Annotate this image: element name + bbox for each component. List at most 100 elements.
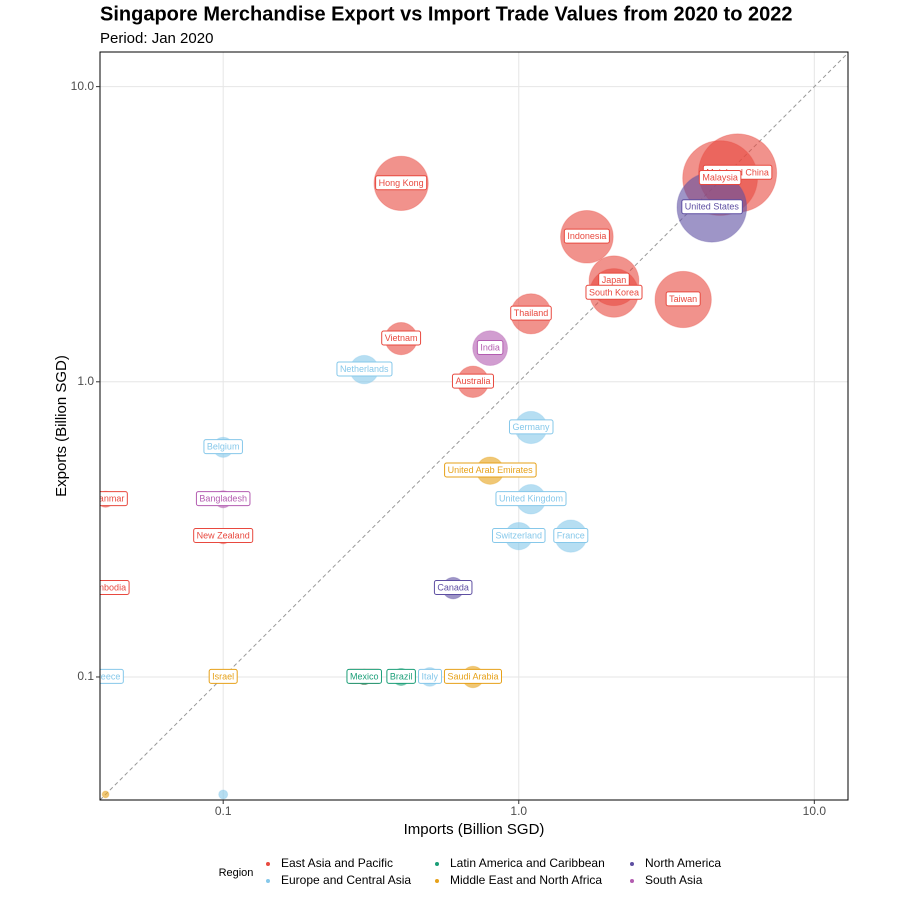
label-text: New Zealand (197, 531, 250, 541)
point-label: Saudi Arabia (443, 668, 502, 684)
label-text: United States (685, 202, 740, 212)
label-box (451, 373, 494, 389)
y-tick-label: 1.0 (77, 374, 94, 388)
label-box (491, 528, 546, 544)
label-text: Hong Kong (379, 178, 424, 188)
label-text: Vietnam (385, 333, 418, 343)
point-label: India (476, 340, 504, 356)
point-label: Germany (508, 419, 554, 435)
label-text: Bangladesh (199, 494, 247, 504)
legend-label: Latin America and Caribbean (450, 856, 605, 870)
label-box (418, 668, 443, 684)
label-box (336, 361, 393, 377)
label-box (203, 439, 243, 455)
legend-title: Region (219, 867, 254, 879)
legend-swatch (630, 862, 634, 866)
point-label: Thailand (510, 305, 552, 321)
label-box (508, 419, 554, 435)
label-box (698, 169, 742, 185)
label-text: Myanmar (87, 494, 125, 504)
bubble (218, 789, 229, 800)
point-label: Australia (451, 373, 494, 389)
point-label: Myanmar (87, 491, 128, 507)
point-label: New Zealand (193, 528, 254, 544)
label-text: Belgium (207, 442, 240, 452)
label-box (433, 579, 473, 595)
label-box (495, 491, 567, 507)
label-text: Australia (455, 376, 490, 386)
legend-swatch (630, 879, 634, 883)
label-text: Cambodia (85, 582, 126, 592)
point-label: Japan (598, 272, 630, 288)
x-tick-label: 0.1 (215, 804, 232, 818)
label-text: Switzerland (495, 531, 542, 541)
label-text: Israel (212, 671, 234, 681)
y-tick-label: 10.0 (71, 79, 95, 93)
label-box (585, 284, 643, 300)
label-text: France (557, 531, 585, 541)
x-axis-title: Imports (Billion SGD) (404, 821, 545, 838)
label-text: United Kingdom (499, 494, 563, 504)
label-text: Greece (91, 671, 121, 681)
y-axis-title: Exports (Billion SGD) (53, 355, 70, 497)
label-text: Thailand (514, 308, 549, 318)
label-box (100, 579, 130, 595)
point-label: Hong Kong (375, 175, 428, 191)
point-label: Switzerland (491, 528, 546, 544)
label-text: Indonesia (567, 231, 606, 241)
point-label: United Arab Emirates (444, 462, 537, 478)
label-box (381, 330, 422, 346)
point-label: Mexico (346, 668, 382, 684)
label-box (346, 668, 382, 684)
label-text: Italy (422, 671, 439, 681)
point-label: Indonesia (563, 228, 610, 244)
label-text: Germany (512, 422, 550, 432)
x-tick-label: 1.0 (510, 804, 527, 818)
label-text: Brazil (390, 671, 413, 681)
legend-label: North America (645, 856, 721, 870)
label-text: South Korea (589, 287, 639, 297)
label-text: Saudi Arabia (447, 671, 498, 681)
label-text: United Arab Emirates (448, 465, 534, 475)
legend-label: East Asia and Pacific (281, 856, 393, 870)
label-box (100, 491, 128, 507)
label-box (553, 528, 589, 544)
point-label: Brazil (386, 668, 416, 684)
point-label: United States (681, 199, 743, 215)
legend-label: South Asia (645, 873, 703, 887)
label-text: India (480, 343, 500, 353)
point-label: Belgium (203, 439, 243, 455)
label-text: Mexico (350, 671, 379, 681)
bubble (101, 790, 110, 799)
label-box (208, 668, 238, 684)
point-label: Malaysia (698, 169, 742, 185)
label-text: Netherlands (340, 364, 389, 374)
legend-swatch (266, 879, 270, 883)
point-label: Bangladesh (195, 491, 251, 507)
label-text: Canada (437, 582, 469, 592)
legend-swatch (435, 879, 439, 883)
label-box (100, 668, 124, 684)
label-text: Malaysia (702, 172, 738, 182)
legend-swatch (435, 862, 439, 866)
legend-label: Europe and Central Asia (281, 873, 411, 887)
label-box (443, 668, 502, 684)
point-label: France (553, 528, 589, 544)
label-box (195, 491, 251, 507)
label-box (510, 305, 552, 321)
label-box (665, 291, 701, 307)
label-text: Taiwan (669, 294, 697, 304)
point-label: Netherlands (336, 361, 393, 377)
plot-border (99, 51, 849, 801)
point-label: Italy (418, 668, 443, 684)
legend-swatch (266, 862, 270, 866)
point-label: Canada (433, 579, 473, 595)
point-label: Cambodia (85, 579, 130, 595)
y-tick-label: 0.1 (77, 669, 94, 683)
label-box (563, 228, 610, 244)
point-label: Greece (91, 668, 124, 684)
point-label: South Korea (585, 284, 643, 300)
